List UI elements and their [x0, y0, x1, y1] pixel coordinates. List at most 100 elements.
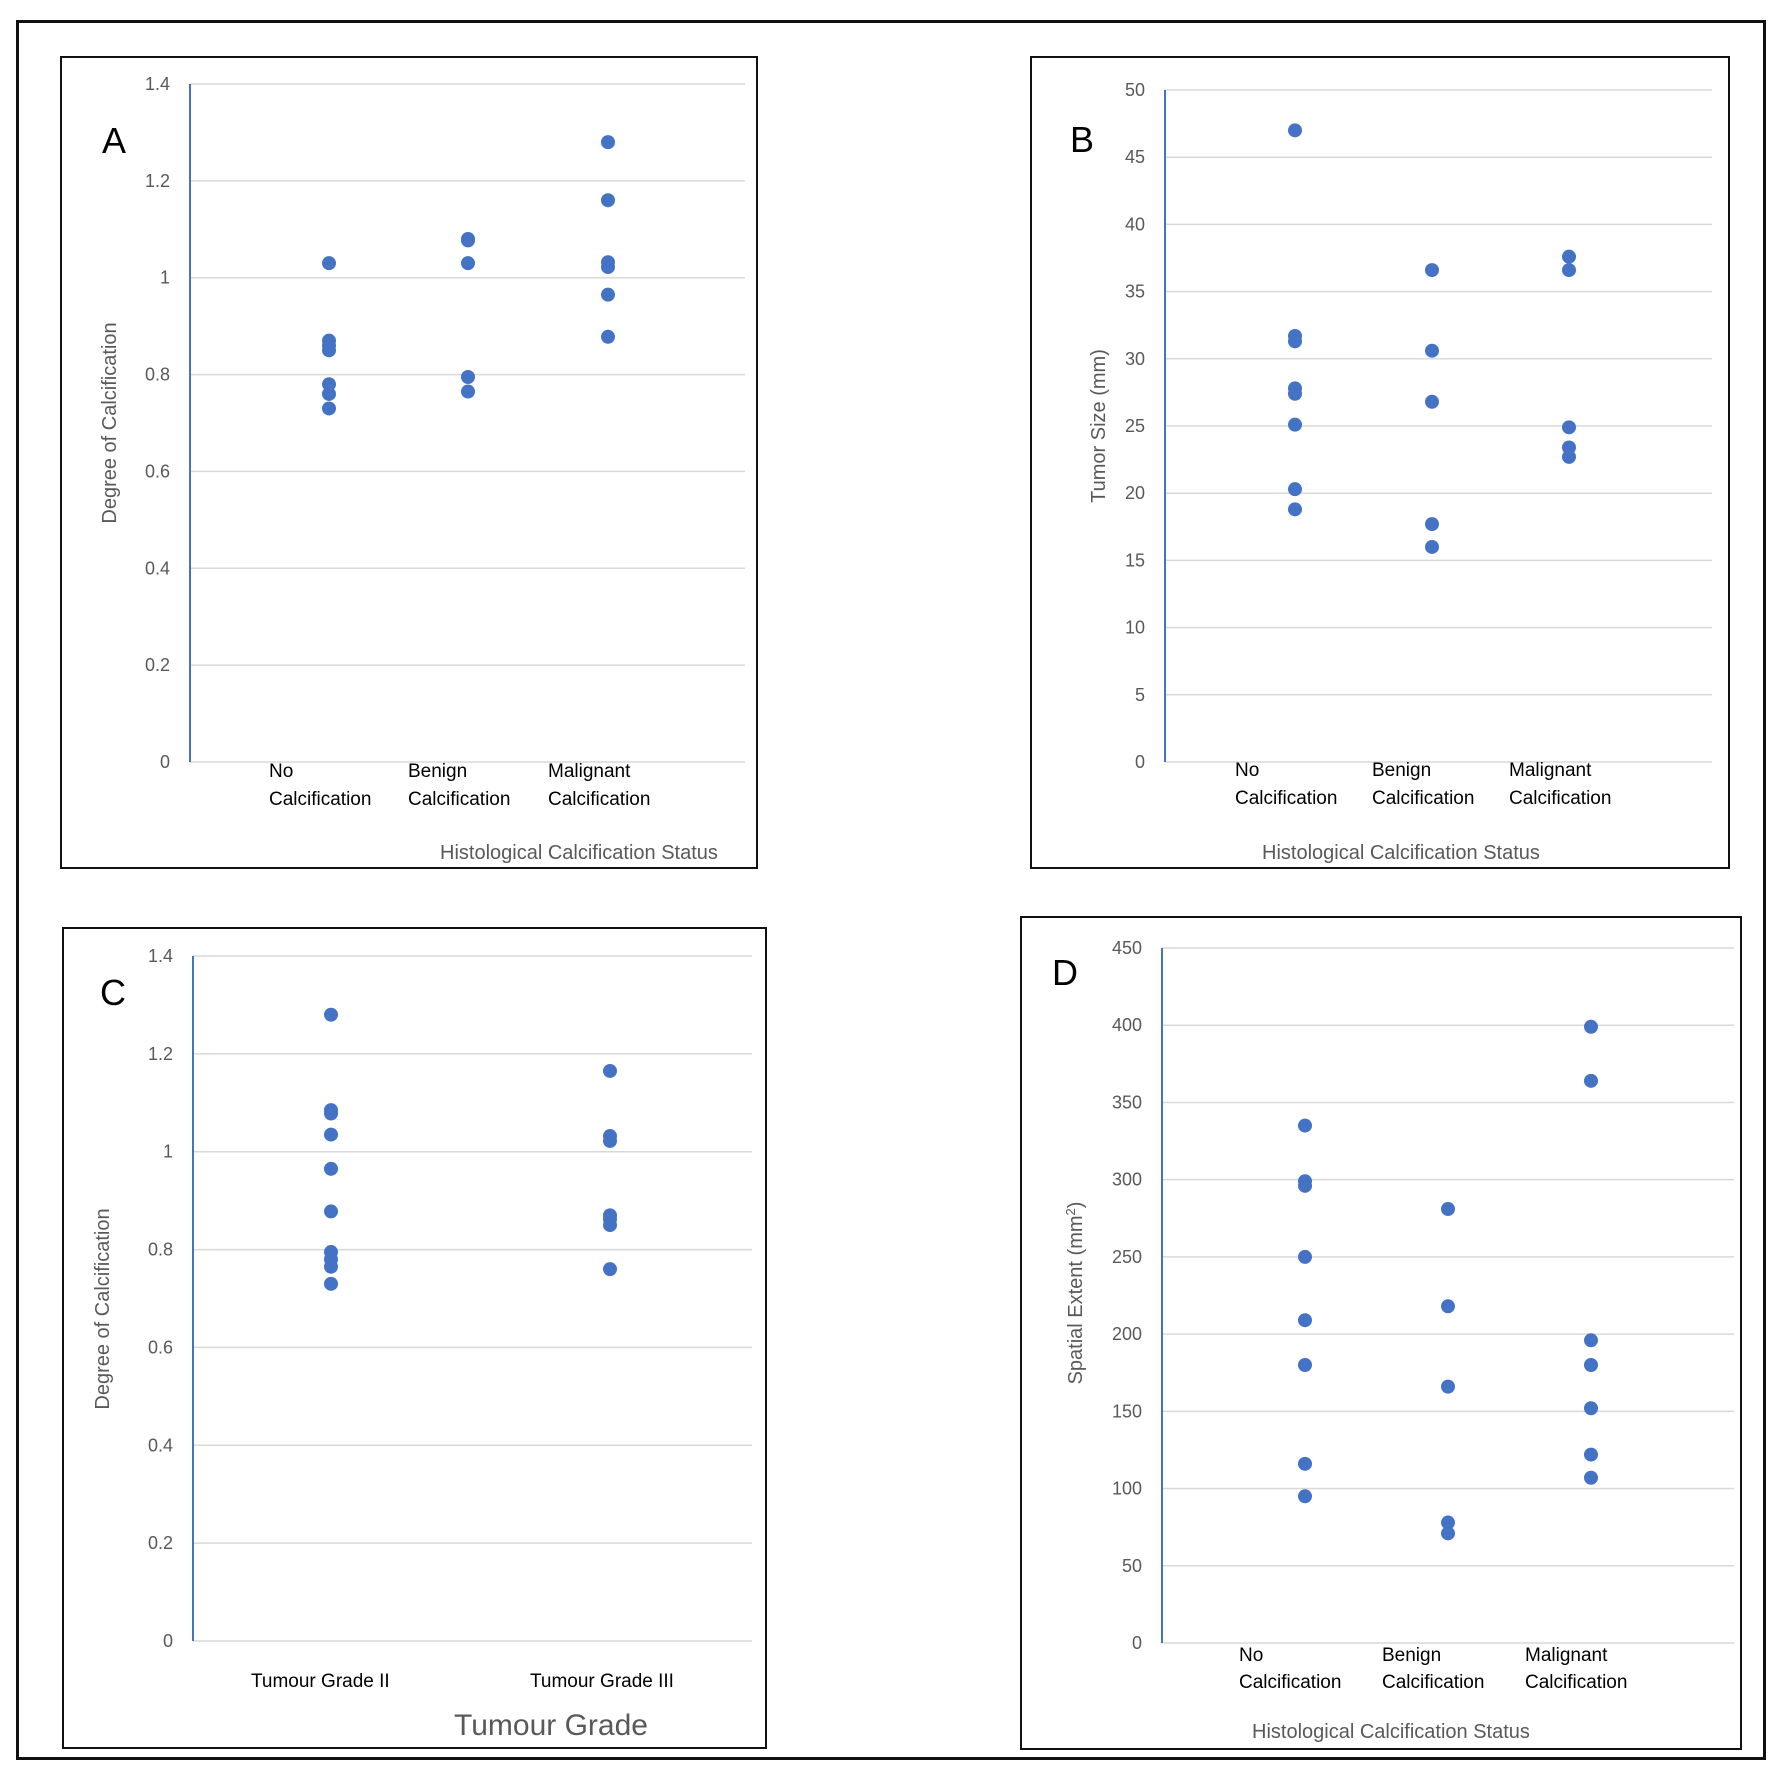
data-point [1584, 1019, 1598, 1034]
y-tick-label: 1.2 [148, 1044, 173, 1064]
y-tick-label: 25 [1125, 416, 1145, 436]
y-tick-label: 100 [1112, 1479, 1142, 1499]
y-tick-label: 350 [1112, 1092, 1142, 1112]
data-point [1298, 1456, 1312, 1471]
y-axis-title: Degree of Calcification [92, 1208, 114, 1409]
data-point [1425, 539, 1439, 554]
data-point [1441, 1202, 1455, 1217]
data-point [322, 256, 336, 271]
data-point [603, 1063, 617, 1078]
y-tick-label: 0.2 [148, 1533, 173, 1553]
y-axis-title: Degree of Calcification [99, 322, 121, 523]
y-tick-label: 1 [160, 268, 170, 288]
y-axis-title: Tumor Size (mm) [1088, 349, 1110, 503]
y-axis-title-suffix: ) [1065, 1202, 1087, 1209]
y-axis-title: Spatial Extent (mm2) [1063, 1202, 1088, 1385]
category-label: No Calcification [269, 761, 371, 810]
category-label-line: Tumour Grade II [251, 1671, 390, 1692]
category-label-line: Calcification [548, 789, 650, 810]
data-point [1288, 386, 1302, 401]
data-point [1441, 1526, 1455, 1541]
category-label: Malignant Calcification [548, 761, 650, 810]
y-tick-label: 1 [163, 1142, 173, 1162]
y-tick-label: 0 [160, 752, 170, 772]
data-point [322, 377, 336, 392]
category-label: No Calcification [1235, 760, 1337, 809]
data-point [1584, 1358, 1598, 1372]
panel-a: 0 0.2 0.4 0.6 0.8 1 1.2 1.4 A Degree of Calcifica… [60, 56, 758, 869]
data-point [1288, 123, 1302, 138]
data-point [601, 287, 615, 302]
data-point [461, 233, 475, 248]
panel-label: A [102, 120, 126, 161]
y-tick-label: 45 [1125, 147, 1145, 167]
y-tick-label: 0.8 [148, 1240, 173, 1260]
data-point [1288, 334, 1302, 349]
data-point [1584, 1333, 1598, 1348]
panel-label: C [100, 972, 126, 1013]
y-tick-label: 0 [1135, 752, 1145, 772]
x-axis-title: Histological Calcification Status [1262, 842, 1540, 864]
y-tick-label: 250 [1112, 1247, 1142, 1267]
category-label: Benign Calcification [408, 761, 510, 810]
y-tick-label: 450 [1112, 938, 1142, 958]
panel-c: 0 0.2 0.4 0.6 0.8 1 1.2 1.4 C Degree of Calcifica… [62, 927, 767, 1749]
y-tick-label: 0.4 [145, 558, 170, 578]
data-point [601, 329, 615, 344]
data-point [1584, 1073, 1598, 1088]
category-label-line: Benign [1372, 760, 1431, 781]
figure-frame [16, 20, 1766, 1760]
data-point [1584, 1401, 1598, 1416]
category-label: Benign Calcification [1372, 760, 1474, 809]
data-point [461, 384, 475, 399]
category-label-line: Tumour Grade III [530, 1671, 674, 1692]
data-point [461, 369, 475, 384]
y-tick-label: 200 [1112, 1324, 1142, 1344]
y-tick-label: 150 [1112, 1401, 1142, 1421]
data-point [603, 1218, 617, 1233]
y-tick-label: 0.6 [145, 461, 170, 481]
category-label-line: Benign [408, 761, 467, 782]
x-axis-title: Histological Calcification Status [1252, 1721, 1530, 1743]
panel-d: 0 50 100 150 200 250 300 350 400 450 D Spatial Exte… [1020, 916, 1742, 1750]
category-label: Malignant Calcification [1525, 1645, 1627, 1693]
data-point [324, 1127, 338, 1142]
category-label: Tumour Grade II [251, 1671, 390, 1692]
y-tick-label: 50 [1125, 80, 1145, 100]
data-point [1425, 517, 1439, 532]
y-tick-label: 40 [1125, 214, 1145, 234]
y-tick-label: 0.2 [145, 655, 170, 675]
y-tick-label: 1.4 [145, 74, 170, 94]
category-label-line: Calcification [1372, 788, 1474, 809]
y-tick-label: 1.2 [145, 171, 170, 191]
category-label-line: Calcification [408, 789, 510, 810]
category-label: No Calcification [1239, 1645, 1341, 1693]
data-point [601, 135, 615, 150]
category-label-line: Benign [1382, 1645, 1441, 1666]
data-point [461, 256, 475, 271]
y-tick-label: 35 [1125, 282, 1145, 302]
data-point [1562, 420, 1576, 435]
data-point [603, 1133, 617, 1148]
data-point [1441, 1515, 1455, 1530]
x-axis-title: Tumour Grade [454, 1709, 648, 1742]
data-point [1298, 1178, 1312, 1193]
data-point [1562, 263, 1576, 278]
category-label-line: Calcification [1525, 1672, 1627, 1693]
category-label-line: Calcification [1509, 788, 1611, 809]
data-point [1441, 1299, 1455, 1314]
data-point [1425, 394, 1439, 409]
data-point [324, 1204, 338, 1219]
y-tick-label: 0 [163, 1631, 173, 1651]
y-tick-label: 400 [1112, 1015, 1142, 1035]
y-tick-label: 1.4 [148, 946, 173, 966]
category-label-line: Malignant [1509, 760, 1592, 781]
chart-c: 0 0.2 0.4 0.6 0.8 1 1.2 1.4 C Degree of Calcifica… [92, 946, 752, 1742]
y-tick-label: 0.6 [148, 1337, 173, 1357]
data-point [601, 260, 615, 275]
data-point [324, 1161, 338, 1176]
category-label-line: Calcification [1239, 1672, 1341, 1693]
data-point [1425, 343, 1439, 358]
data-point [322, 386, 336, 401]
data-point [1584, 1447, 1598, 1462]
